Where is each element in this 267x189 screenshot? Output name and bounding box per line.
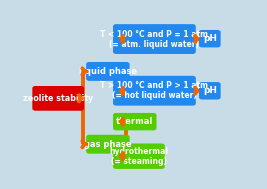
Text: gas phase: gas phase — [84, 140, 132, 149]
FancyBboxPatch shape — [199, 82, 221, 100]
Text: pH: pH — [203, 86, 217, 95]
FancyBboxPatch shape — [113, 76, 196, 106]
Text: T > 100 °C and P > 1 atm
(= hot liquid water): T > 100 °C and P > 1 atm (= hot liquid w… — [100, 81, 209, 100]
FancyBboxPatch shape — [86, 62, 129, 81]
Text: pH: pH — [203, 34, 217, 43]
FancyBboxPatch shape — [113, 113, 156, 130]
Text: T < 100 °C and P = 1 atm
(= atm. liquid water): T < 100 °C and P = 1 atm (= atm. liquid … — [100, 29, 209, 49]
FancyBboxPatch shape — [199, 30, 221, 47]
Text: hydrothermal
(= steaming): hydrothermal (= steaming) — [109, 147, 168, 166]
Text: zeolite stability: zeolite stability — [23, 94, 93, 103]
Text: thermal: thermal — [116, 117, 154, 126]
Text: liquid phase: liquid phase — [79, 67, 137, 76]
FancyBboxPatch shape — [86, 135, 129, 154]
FancyBboxPatch shape — [113, 143, 165, 169]
FancyBboxPatch shape — [32, 86, 84, 111]
FancyBboxPatch shape — [113, 24, 196, 54]
